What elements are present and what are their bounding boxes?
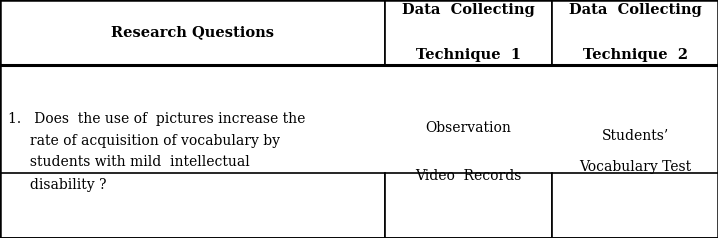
Bar [0, 0, 385, 65]
Text: Video  Records: Video Records [415, 169, 522, 183]
Bar [552, 0, 718, 65]
Text: disability ?: disability ? [8, 178, 106, 192]
Text: Students’: Students’ [602, 129, 669, 143]
Bar [385, 0, 552, 65]
Bar [0, 173, 385, 238]
Text: Research Questions: Research Questions [111, 25, 274, 40]
Text: Observation: Observation [426, 120, 511, 134]
Text: students with mild  intellectual: students with mild intellectual [8, 155, 250, 169]
Text: Vocabulary Test: Vocabulary Test [579, 160, 691, 174]
Text: 1.   Does  the use of  pictures increase the: 1. Does the use of pictures increase the [8, 111, 305, 125]
Text: Data  Collecting

Technique  1: Data Collecting Technique 1 [402, 3, 535, 62]
Bar [552, 173, 718, 238]
Text: Data  Collecting

Technique  2: Data Collecting Technique 2 [569, 3, 702, 62]
Bar [385, 173, 552, 238]
Text: rate of acquisition of vocabulary by: rate of acquisition of vocabulary by [8, 134, 280, 148]
